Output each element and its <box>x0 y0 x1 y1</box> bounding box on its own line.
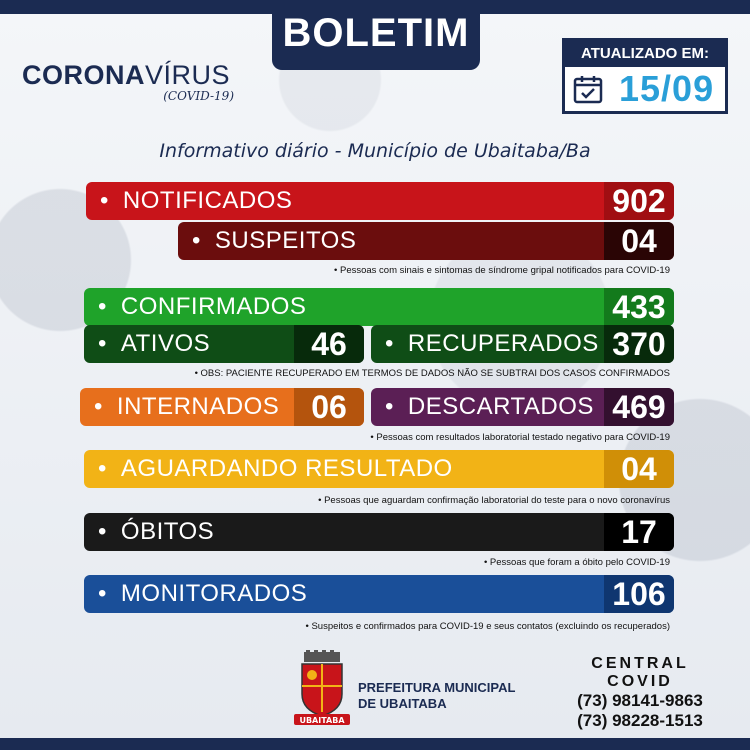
ativos-bar: ATIVOS 46 <box>84 325 364 363</box>
suspeitos-bar: SUSPEITOS 04 <box>178 222 674 260</box>
internados-label: INTERNADOS <box>80 393 279 421</box>
prefeitura-line1: PREFEITURA MUNICIPAL <box>358 680 516 695</box>
confirmados-bar: CONFIRMADOS 433 <box>84 288 674 326</box>
descartados-note: Pessoas com resultados laboratorial test… <box>370 432 670 443</box>
bottom-frame <box>0 738 750 750</box>
coronavirus-logo: CORONAVÍRUS (COVID-19) <box>22 60 252 103</box>
aguardando-value: 04 <box>604 450 674 488</box>
notificados-bar: NOTIFICADOS 902 <box>86 182 674 220</box>
descartados-label: DESCARTADOS <box>371 393 594 421</box>
updated-box: ATUALIZADO EM: 15/09 <box>562 38 728 114</box>
aguardando-label: AGUARDANDO RESULTADO <box>84 455 453 483</box>
logo-text-bold: CORONA <box>22 60 145 90</box>
confirmados-note: OBS: PACIENTE RECUPERADO EM TERMOS DE DA… <box>195 368 670 379</box>
crest-banner-text: UBAITABA <box>299 716 345 725</box>
suspeitos-label: SUSPEITOS <box>178 227 356 255</box>
central-covid: CENTRAL COVID (73) 98141-9863 (73) 98228… <box>555 655 725 731</box>
confirmados-value: 433 <box>604 288 674 326</box>
suspeitos-note: Pessoas com sinais e sintomas de síndrom… <box>334 265 670 276</box>
recuperados-bar: RECUPERADOS 370 <box>371 325 674 363</box>
notificados-label: NOTIFICADOS <box>86 187 292 215</box>
updated-date: 15/09 <box>619 68 715 109</box>
confirmados-label: CONFIRMADOS <box>84 293 306 321</box>
phone-2: (73) 98228-1513 <box>577 711 703 730</box>
subtitle: Informativo diário - Município de Ubaita… <box>159 140 591 162</box>
updated-label: ATUALIZADO EM: <box>565 41 725 67</box>
monitorados-value: 106 <box>604 575 674 613</box>
recuperados-label: RECUPERADOS <box>371 330 599 358</box>
logo-text: CORONAVÍRUS <box>22 60 252 91</box>
prefeitura-line2: DE UBAITABA <box>358 696 447 711</box>
aguardando-note: Pessoas que aguardam confirmação laborat… <box>318 495 670 506</box>
suspeitos-value: 04 <box>604 222 674 260</box>
aguardando-bar: AGUARDANDO RESULTADO 04 <box>84 450 674 488</box>
obitos-value: 17 <box>604 513 674 551</box>
internados-value: 06 <box>294 388 364 426</box>
page-title: BOLETIM <box>272 0 480 70</box>
ativos-label: ATIVOS <box>84 330 210 358</box>
descartados-bar: DESCARTADOS 469 <box>371 388 674 426</box>
monitorados-note: Suspeitos e confirmados para COVID-19 e … <box>305 621 670 632</box>
logo-text-light: VÍRUS <box>145 60 231 90</box>
logo-subtitle: (COVID-19) <box>163 89 234 103</box>
central-covid-title: CENTRAL COVID <box>591 655 689 690</box>
obitos-bar: ÓBITOS 17 <box>84 513 674 551</box>
recuperados-value: 370 <box>604 325 674 363</box>
obitos-label: ÓBITOS <box>84 518 214 546</box>
municipal-crest-icon: UBAITABA <box>294 650 350 725</box>
monitorados-bar: MONITORADOS 106 <box>84 575 674 613</box>
obitos-note: Pessoas que foram a óbito pelo COVID-19 <box>484 557 670 568</box>
descartados-value: 469 <box>604 388 674 426</box>
prefeitura-name: PREFEITURA MUNICIPAL DE UBAITABA <box>358 680 515 712</box>
internados-bar: INTERNADOS 06 <box>80 388 364 426</box>
notificados-value: 902 <box>604 182 674 220</box>
ativos-value: 46 <box>294 325 364 363</box>
monitorados-label: MONITORADOS <box>84 580 307 608</box>
phone-1: (73) 98141-9863 <box>577 691 703 710</box>
calendar-check-icon <box>573 76 603 104</box>
